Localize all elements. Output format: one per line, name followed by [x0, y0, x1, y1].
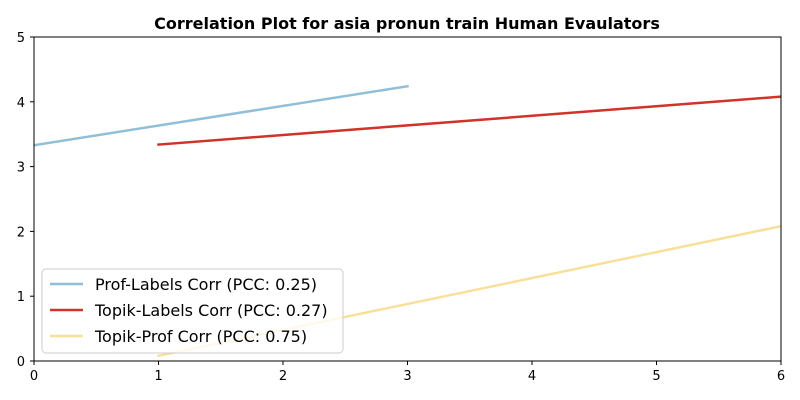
x-tick-label: 3: [403, 369, 411, 384]
legend: Prof-Labels Corr (PCC: 0.25) Topik-Labels…: [41, 268, 344, 354]
series-line-2: [157, 95, 781, 146]
chart-title: Correlation Plot for asia pronun train H…: [154, 14, 660, 33]
legend-label-1: Prof-Labels Corr (PCC: 0.25): [95, 275, 317, 294]
series-line-1: [34, 84, 409, 147]
legend-label-2: Topik-Labels Corr (PCC: 0.27): [94, 301, 328, 320]
y-tick-label: 5: [17, 31, 25, 46]
y-tick-label: 4: [17, 96, 25, 111]
x-tick-label: 2: [279, 369, 287, 384]
y-tick-label: 0: [17, 355, 25, 370]
legend-label-3: Topik-Prof Corr (PCC: 0.75): [94, 327, 307, 346]
legend-box: [41, 268, 344, 354]
x-tick-label: 5: [652, 369, 660, 384]
x-axis: 0 1 2 3 4 5 6: [30, 361, 785, 384]
y-tick-label: 1: [17, 290, 25, 305]
x-tick-label: 4: [528, 369, 536, 384]
x-tick-label: 0: [30, 369, 38, 384]
y-axis: 0 1 2 3 4 5: [17, 31, 34, 370]
x-tick-label: 1: [154, 369, 162, 384]
x-tick-label: 6: [777, 369, 785, 384]
y-tick-label: 3: [17, 161, 25, 176]
y-tick-label: 2: [17, 225, 25, 240]
